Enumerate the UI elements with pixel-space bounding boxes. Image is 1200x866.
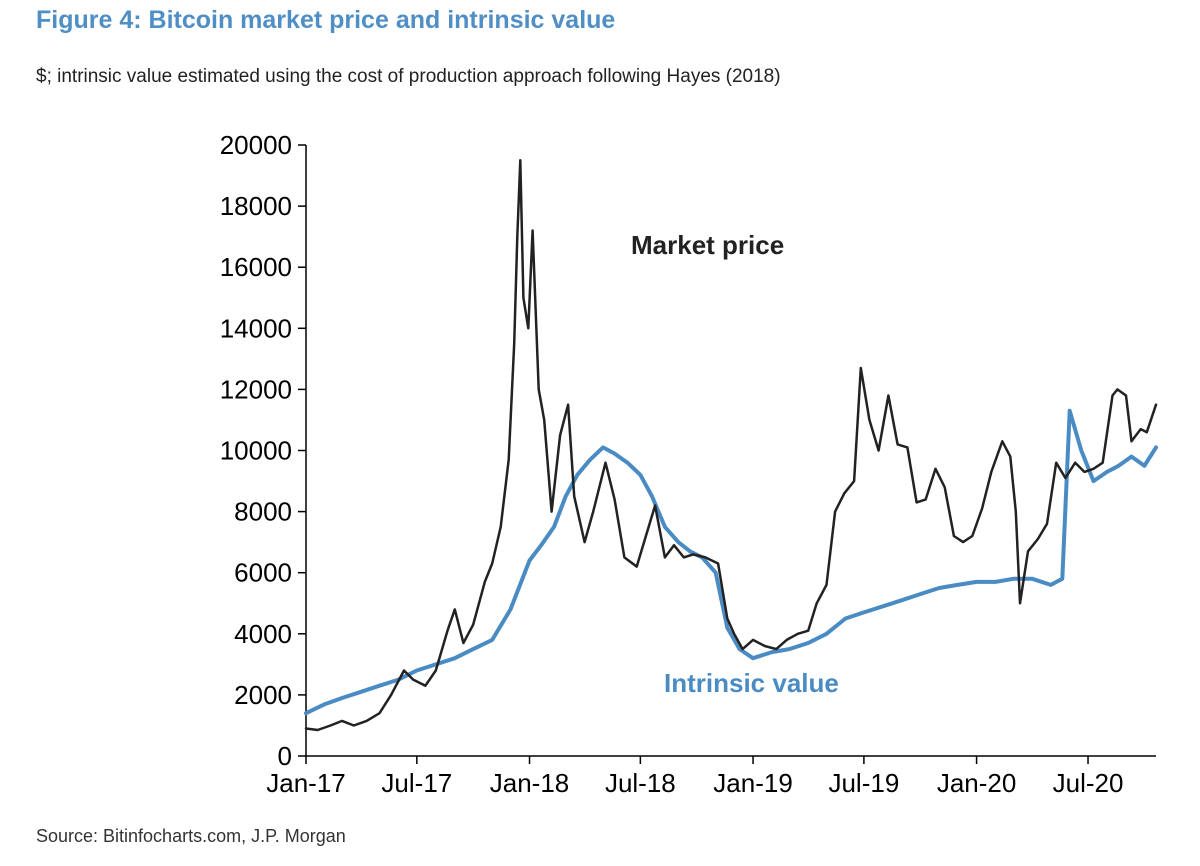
- y-tick-label: 14000: [220, 313, 292, 343]
- chart-title: Figure 4: Bitcoin market price and intri…: [36, 6, 616, 34]
- y-tick-label: 8000: [234, 497, 292, 527]
- y-tick-label: 0: [278, 741, 292, 771]
- x-tick-label: Jan-18: [490, 768, 570, 798]
- source-note: Source: Bitinfocharts.com, J.P. Morgan: [36, 826, 346, 846]
- chart: 0 2000 4000 6000 8000 10000 12000 14000 16000 180…: [220, 130, 1158, 798]
- x-tick-label: Jul-18: [605, 768, 676, 798]
- x-tick-label: Jan-19: [713, 768, 793, 798]
- y-tick-label: 4000: [234, 619, 292, 649]
- series-line-market-price: [304, 159, 1158, 732]
- x-tick-label: Jan-17: [266, 768, 346, 798]
- x-tick-label: Jan-20: [937, 768, 1017, 798]
- series-layer: [304, 159, 1158, 732]
- y-tick-label: 2000: [234, 680, 292, 710]
- x-tick-label: Jul-20: [1053, 768, 1124, 798]
- y-tick-label: 12000: [220, 374, 292, 404]
- chart-subtitle: $; intrinsic value estimated using the c…: [36, 66, 781, 87]
- axes: 0 2000 4000 6000 8000 10000 12000 14000 16000 180…: [220, 130, 1156, 798]
- x-tick-label: Jul-19: [828, 768, 899, 798]
- series-line-intrinsic-value: [304, 408, 1158, 716]
- y-tick-label: 10000: [220, 436, 292, 466]
- y-tick-label: 6000: [234, 558, 292, 588]
- y-tick-label: 20000: [220, 130, 292, 160]
- x-tick-label: Jul-17: [381, 768, 452, 798]
- annotation-intrinsic-value: Intrinsic value: [664, 668, 839, 698]
- y-tick-label: 16000: [220, 252, 292, 282]
- y-tick-label: 18000: [220, 191, 292, 221]
- annotation-market-price: Market price: [631, 230, 784, 260]
